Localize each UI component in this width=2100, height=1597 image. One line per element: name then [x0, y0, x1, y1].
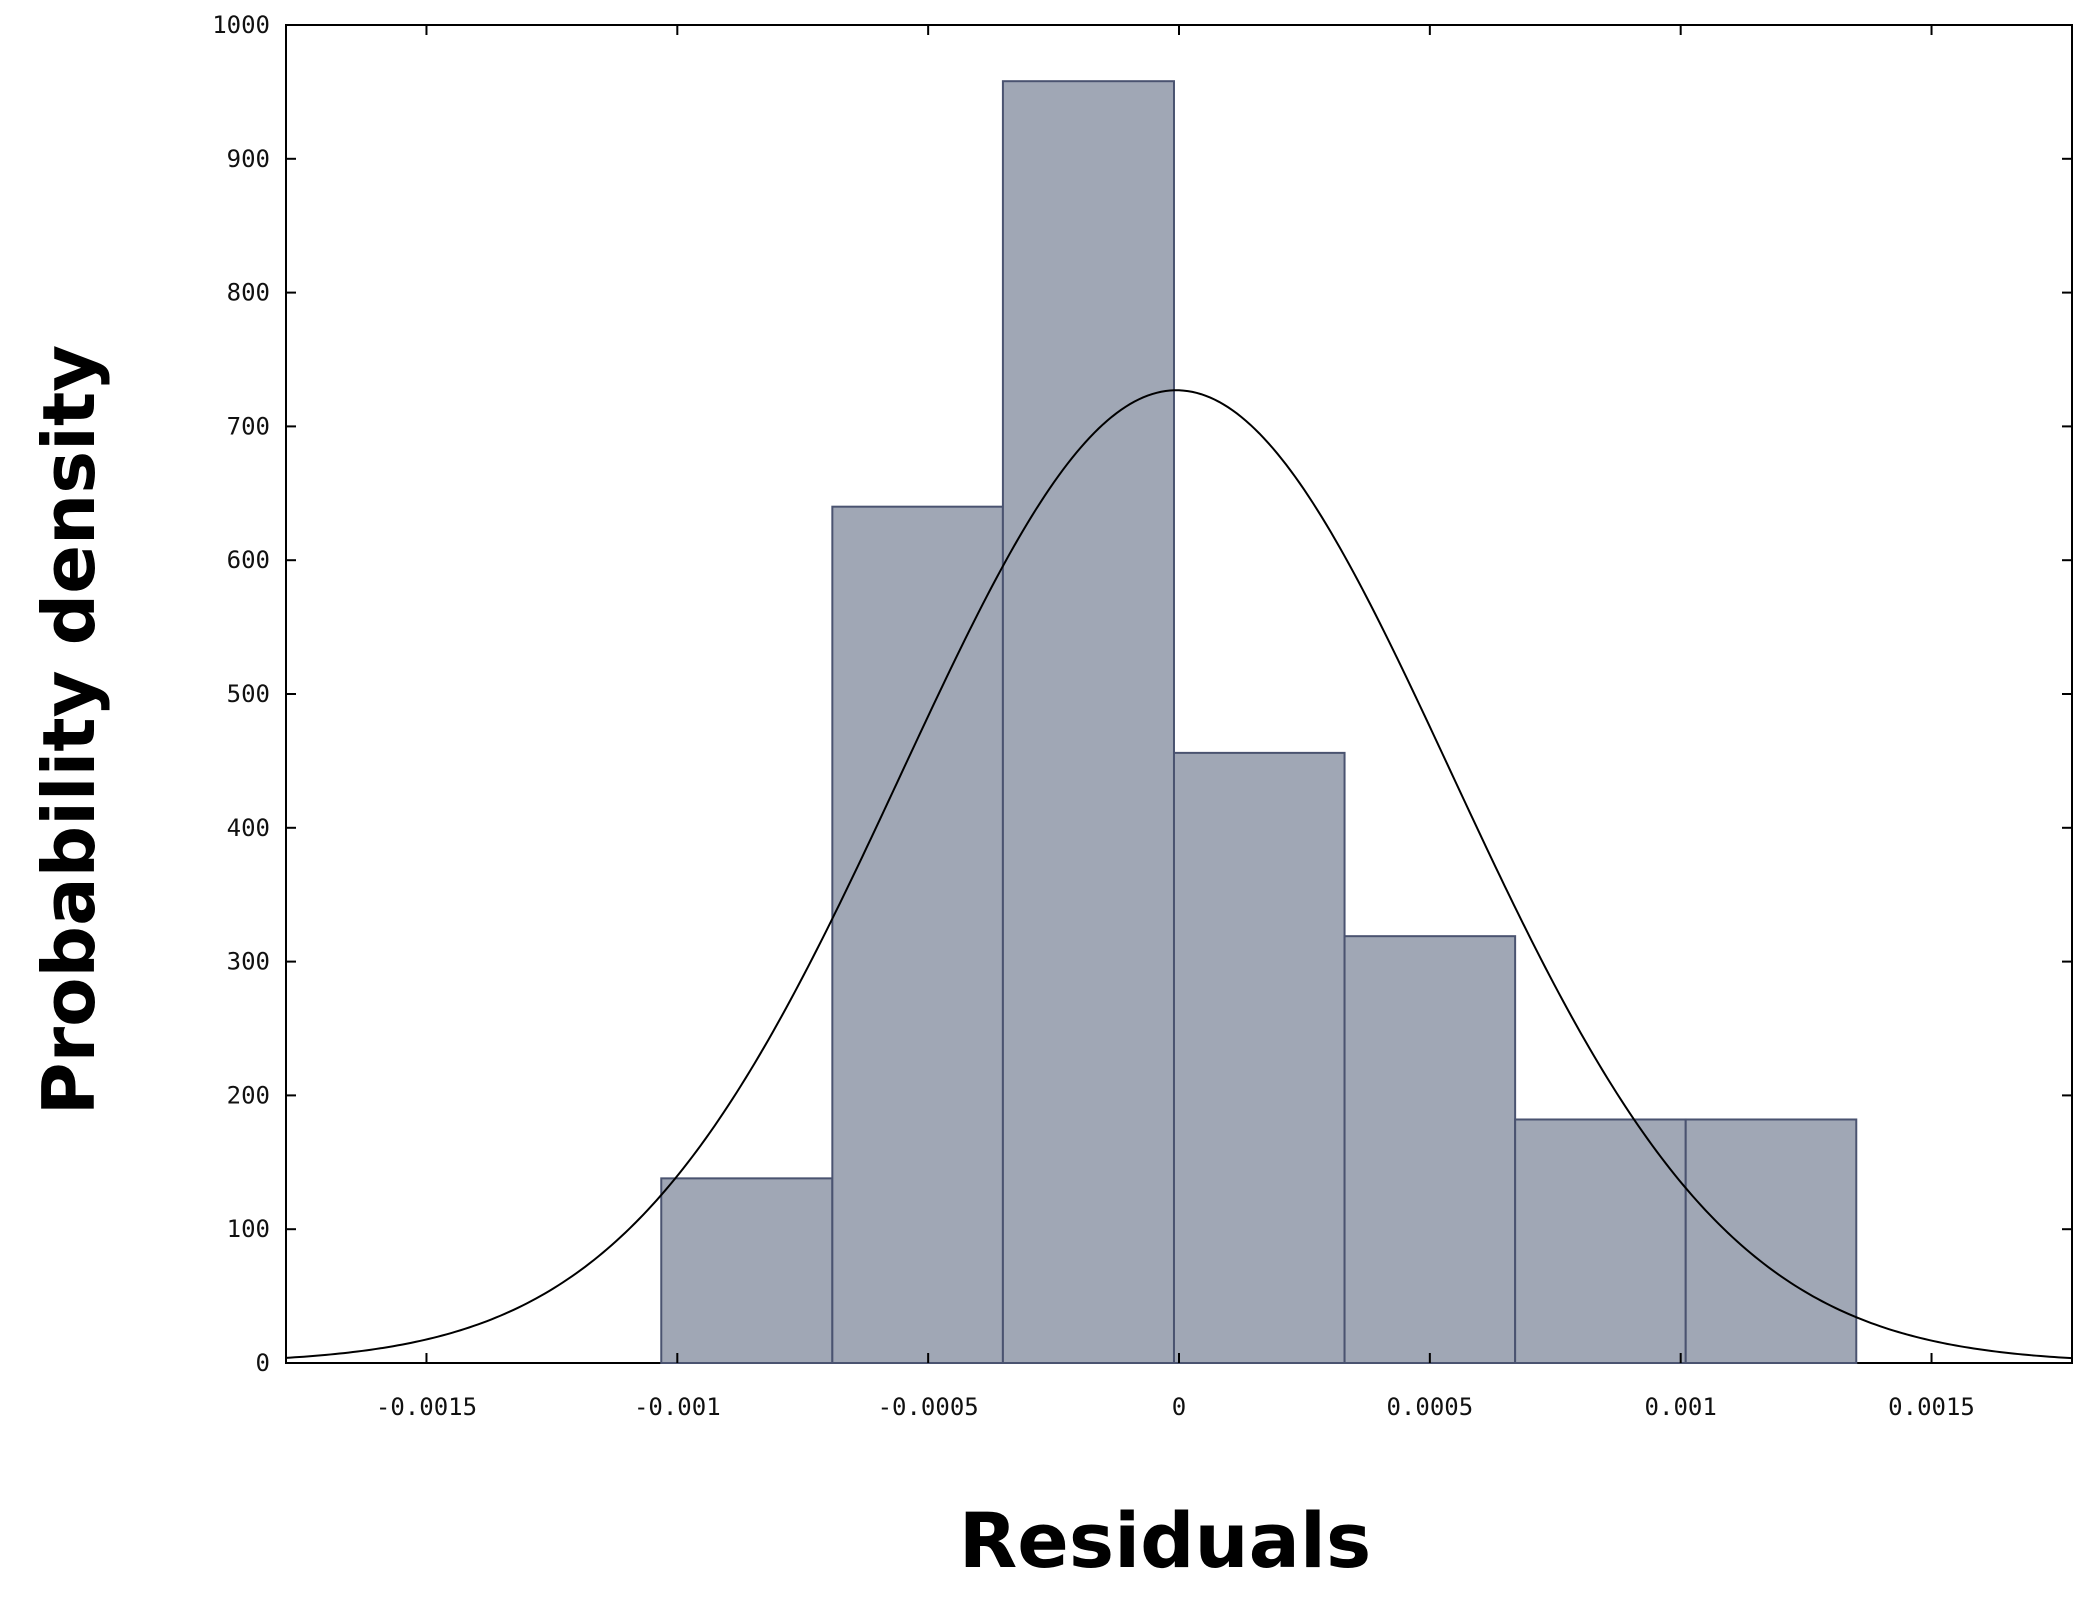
- histogram-bar-4: [1172, 751, 1346, 1364]
- x-axis-title: Residuals: [959, 1496, 1371, 1585]
- x-tick-label: 0.001: [1645, 1393, 1717, 1421]
- y-tick-label: 900: [227, 145, 270, 173]
- y-axis-title: Probability density: [27, 345, 111, 1115]
- y-tick-label: 600: [227, 546, 270, 574]
- x-tick-label: 0.0005: [1386, 1393, 1473, 1421]
- y-tick-label: 400: [227, 814, 270, 842]
- y-tick-label: 1000: [212, 11, 270, 39]
- normal-density-curve: [285, 389, 2073, 1360]
- x-tick-label: 0.0015: [1888, 1393, 1975, 1421]
- histogram-bars: [660, 80, 1858, 1365]
- y-tick-label: 700: [227, 412, 270, 440]
- y-axis: 0 100 200 300 400 500 600 700 800 900 1000: [212, 11, 2072, 1377]
- x-axis: -0.0015 -0.001 -0.0005 0 0.0005 0.001 0.0015: [376, 25, 1975, 1421]
- histogram-bar-7: [1684, 1118, 1858, 1365]
- x-tick-label: -0.0005: [878, 1393, 979, 1421]
- histogram-bar-5: [1343, 935, 1517, 1364]
- histogram-bar-1: [660, 1177, 834, 1364]
- histogram-bar-2: [831, 505, 1004, 1364]
- x-tick-label: 0: [1172, 1393, 1186, 1421]
- x-tick-label: -0.001: [634, 1393, 721, 1421]
- histogram-bar-3: [1001, 80, 1175, 1364]
- y-tick-label: 500: [227, 680, 270, 708]
- y-tick-label: 200: [227, 1081, 270, 1109]
- x-tick-label: -0.0015: [376, 1393, 477, 1421]
- y-tick-label: 0: [256, 1349, 270, 1377]
- y-tick-label: 100: [227, 1215, 270, 1243]
- y-tick-label: 300: [227, 948, 270, 976]
- y-tick-label: 800: [227, 279, 270, 307]
- histogram-bar-6: [1514, 1118, 1687, 1365]
